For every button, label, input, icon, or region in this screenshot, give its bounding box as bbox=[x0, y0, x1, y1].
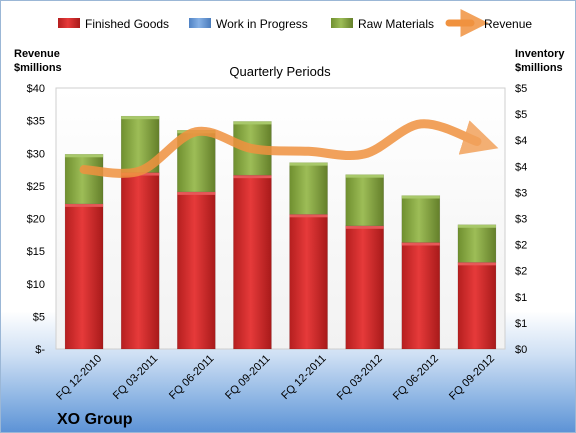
bar-finished-goods-fq-06-2012 bbox=[401, 242, 441, 350]
legend-label-raw-materials: Raw Materials bbox=[358, 17, 434, 31]
x-tick-label-fq-06-2011: FQ 06-2011 bbox=[167, 353, 216, 402]
bar-finished-goods-fq-03-2012 bbox=[345, 225, 384, 350]
legend-swatch-finished-goods bbox=[58, 18, 80, 28]
bar-finished-goods-fq-09-2012 bbox=[457, 262, 497, 350]
bar-cap-raw-materials-fq-12-2010 bbox=[65, 154, 104, 158]
bar-finished-goods-fq-03-2011 bbox=[120, 172, 160, 350]
y-left-tick-label: $15 bbox=[27, 246, 45, 258]
y-right-tick-label: $1 bbox=[515, 292, 527, 304]
legend-label-finished-goods: Finished Goods bbox=[85, 17, 169, 31]
y-right-tick-label: $3 bbox=[515, 214, 527, 226]
y-right-tick-label: $0 bbox=[515, 344, 527, 356]
x-tick-label-fq-03-2012: FQ 03-2012 bbox=[335, 353, 385, 403]
y-left-tick-label: $- bbox=[35, 344, 45, 356]
revenue-line-group bbox=[79, 119, 499, 178]
brand-name: XO Group bbox=[57, 411, 133, 428]
y-left-tick-label: $40 bbox=[27, 83, 45, 95]
bar-finished-goods-fq-09-2011 bbox=[233, 174, 272, 350]
bar-raw-materials-fq-12-2010 bbox=[64, 154, 104, 205]
legend-swatch-work-in-progress bbox=[189, 18, 211, 28]
y-left-tick-label: $25 bbox=[27, 181, 45, 193]
y-right-title-line2: $millions bbox=[515, 62, 563, 74]
bar-cap-finished-goods-fq-12-2011 bbox=[289, 214, 328, 218]
y-right-title-line1: Inventory bbox=[515, 48, 565, 60]
y-left-ticks: $- $5 $10 $15 $20 $25 $30 $35 $40 bbox=[27, 83, 46, 356]
bar-cap-finished-goods-fq-06-2011 bbox=[177, 191, 216, 195]
bar-raw-materials-fq-09-2012 bbox=[457, 224, 497, 263]
y-right-tick-label: $2 bbox=[515, 240, 527, 252]
y-right-tick-label: $1 bbox=[515, 318, 527, 330]
bar-cap-raw-materials-fq-03-2011 bbox=[121, 116, 160, 120]
x-ticks: FQ 12-2010 FQ 03-2011 FQ 06-2011 FQ 09-2011… bbox=[54, 353, 497, 403]
x-tick-label-fq-09-2011: FQ 09-2011 bbox=[223, 353, 272, 402]
x-tick-label-fq-12-2010: FQ 12-2010 bbox=[54, 353, 104, 403]
bar-cap-raw-materials-fq-06-2012 bbox=[401, 195, 440, 199]
x-tick-label-fq-06-2012: FQ 06-2012 bbox=[391, 353, 441, 403]
bar-cap-finished-goods-fq-06-2012 bbox=[401, 242, 440, 246]
bar-cap-raw-materials-fq-12-2011 bbox=[289, 162, 328, 166]
bar-cap-raw-materials-fq-03-2012 bbox=[345, 174, 384, 178]
legend-swatch-raw-materials bbox=[331, 18, 353, 28]
bar-cap-raw-materials-fq-09-2012 bbox=[457, 224, 496, 228]
bar-finished-goods-fq-12-2011 bbox=[289, 214, 328, 350]
bar-cap-finished-goods-fq-12-2010 bbox=[65, 203, 104, 207]
x-tick-label-fq-12-2011: FQ 12-2011 bbox=[279, 353, 328, 402]
y-left-tick-label: $5 bbox=[33, 311, 45, 323]
bar-finished-goods-fq-12-2010 bbox=[64, 203, 104, 350]
y-right-tick-label: $4 bbox=[515, 161, 527, 173]
bar-cap-finished-goods-fq-03-2012 bbox=[345, 225, 384, 229]
bar-cap-finished-goods-fq-09-2011 bbox=[233, 175, 272, 179]
chart-title: Quarterly Periods bbox=[229, 64, 331, 79]
y-right-tick-label: $2 bbox=[515, 266, 527, 278]
legend-label-revenue: Revenue bbox=[484, 17, 532, 31]
y-left-title-line2: $millions bbox=[14, 62, 62, 74]
y-right-tick-label: $5 bbox=[515, 109, 527, 121]
y-left-tick-label: $20 bbox=[27, 214, 45, 226]
y-right-ticks: $0 $1 $1 $2 $2 $3 $3 $4 $4 $5 $5 bbox=[515, 83, 527, 356]
legend: Finished Goods Work in Progress Raw Mate… bbox=[58, 9, 532, 37]
x-tick-label-fq-09-2012: FQ 09-2012 bbox=[447, 353, 497, 403]
y-left-tick-label: $35 bbox=[27, 116, 45, 128]
bar-cap-finished-goods-fq-09-2012 bbox=[457, 262, 496, 266]
bar-raw-materials-fq-03-2011 bbox=[120, 115, 160, 173]
bar-finished-goods-fq-06-2011 bbox=[177, 191, 216, 350]
x-tick-label-fq-03-2011: FQ 03-2011 bbox=[111, 353, 160, 402]
bar-cap-raw-materials-fq-09-2011 bbox=[233, 121, 272, 125]
revenue-line bbox=[79, 119, 499, 178]
y-left-tick-label: $30 bbox=[27, 148, 45, 160]
y-left-title-line1: Revenue bbox=[14, 48, 60, 60]
y-left-tick-label: $10 bbox=[27, 279, 45, 291]
bar-raw-materials-fq-06-2012 bbox=[401, 195, 441, 243]
legend-label-work-in-progress: Work in Progress bbox=[216, 17, 308, 31]
bar-raw-materials-fq-03-2012 bbox=[345, 174, 384, 227]
y-right-tick-label: $5 bbox=[515, 83, 527, 95]
bar-raw-materials-fq-12-2011 bbox=[289, 162, 328, 215]
bars-group bbox=[64, 115, 497, 350]
y-right-tick-label: $4 bbox=[515, 135, 527, 147]
y-right-tick-label: $3 bbox=[515, 187, 527, 199]
